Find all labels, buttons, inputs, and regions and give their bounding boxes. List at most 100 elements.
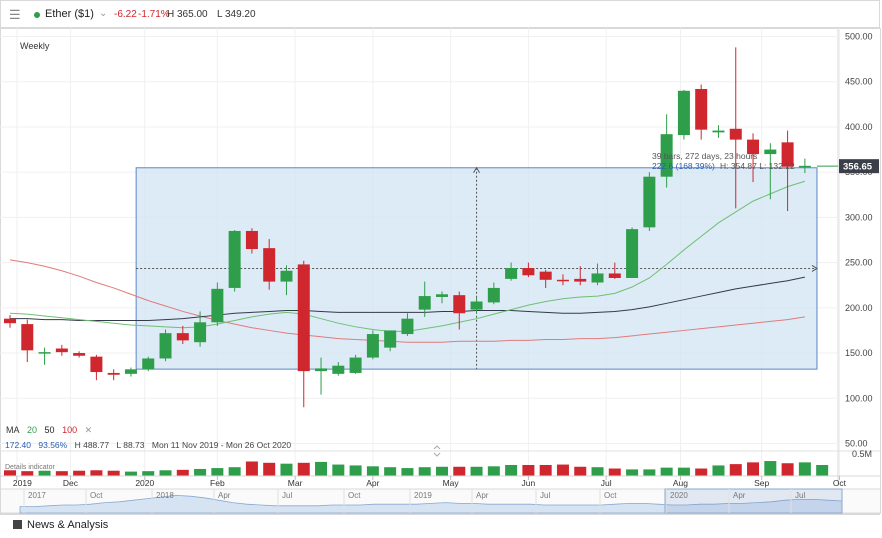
candle-body bbox=[522, 268, 535, 276]
news-label[interactable]: News & Analysis bbox=[27, 519, 109, 531]
overview-tick-label: Apr bbox=[476, 491, 489, 500]
overview-tick-label: Oct bbox=[348, 491, 361, 500]
price-chart[interactable]: 50.00100.00150.00200.00250.00300.00350.0… bbox=[0, 28, 882, 514]
volume-bar bbox=[211, 468, 224, 476]
volume-bar bbox=[107, 470, 120, 476]
volume-bar bbox=[124, 471, 137, 476]
volume-bar bbox=[798, 462, 811, 476]
volume-bar bbox=[245, 461, 258, 476]
chart-header: ☰ Ether ($1) ⌄ -6.22 -1.71% H 365.00 L 3… bbox=[0, 0, 880, 28]
candle-body bbox=[453, 295, 466, 314]
session-low: L 349.20 bbox=[217, 9, 256, 20]
candle-body bbox=[436, 294, 448, 297]
candle-body bbox=[21, 324, 34, 351]
candle-body bbox=[263, 248, 276, 282]
overview-tick-label: 2018 bbox=[156, 491, 174, 500]
overview-tick-label: Apr bbox=[733, 491, 746, 500]
last-price-marker: 356.65 bbox=[816, 159, 879, 174]
candle-body bbox=[591, 273, 604, 283]
overview-navigator[interactable]: 2017 Oct 2018 Apr Jul Oct 2019 Apr Jul Oct 2020 Apr… bbox=[0, 488, 881, 514]
x-tick-label: Mar bbox=[288, 478, 303, 488]
measure-stats: 172.40 93.56% H 488.77 L 88.73 Mon 11 No… bbox=[5, 440, 296, 450]
volume-tick-label: 0.5M bbox=[852, 449, 872, 459]
ma-50-polyline bbox=[10, 276, 805, 321]
x-tick-label: Feb bbox=[210, 478, 225, 488]
instrument-name[interactable]: Ether ($1) bbox=[45, 8, 94, 20]
candle-body bbox=[194, 322, 207, 343]
close-icon[interactable]: ✕ bbox=[84, 425, 93, 435]
chevron-down-icon[interactable]: ⌄ bbox=[99, 8, 108, 19]
candle-body bbox=[366, 334, 379, 358]
volume-bar bbox=[556, 464, 569, 476]
volume-bar bbox=[401, 468, 414, 476]
y-axis: 50.00100.00150.00200.00250.00300.00350.0… bbox=[845, 32, 873, 449]
measure-range: Mon 11 Nov 2019 - Mon 26 Oct 2020 bbox=[151, 440, 292, 450]
y-tick-label: 500.00 bbox=[845, 32, 873, 42]
price-change: -6.22 bbox=[114, 9, 137, 20]
resize-handle-icon bbox=[433, 445, 441, 457]
overview-tick-label: 2017 bbox=[28, 491, 46, 500]
candle-body bbox=[781, 142, 794, 167]
ma-legend-20[interactable]: 20 bbox=[27, 425, 38, 435]
y-tick-label: 400.00 bbox=[845, 122, 873, 132]
candle-body bbox=[764, 149, 777, 155]
overview-tick-label: Jul bbox=[282, 491, 292, 500]
volume-bar bbox=[38, 470, 51, 476]
candle-body bbox=[418, 296, 431, 310]
candle-body bbox=[176, 333, 189, 341]
candle-body bbox=[487, 287, 500, 303]
measure-annotation-hl: H: 354.87 L: 132.22 bbox=[720, 161, 795, 171]
candle-body bbox=[73, 353, 86, 356]
last-price-text: 356.65 bbox=[843, 162, 873, 173]
candles bbox=[4, 47, 811, 408]
candle-body bbox=[315, 368, 328, 372]
volume-bar bbox=[729, 464, 742, 476]
candle-body bbox=[211, 288, 224, 323]
volume-bar bbox=[55, 471, 68, 476]
candle-body bbox=[55, 348, 68, 353]
x-tick-label: 2020 bbox=[135, 478, 154, 488]
candle-body bbox=[695, 88, 708, 130]
ma-legend[interactable]: MA 20 50 100 ✕ bbox=[6, 425, 97, 436]
news-bar[interactable]: News & Analysis bbox=[0, 514, 880, 537]
ma-100-polyline bbox=[9, 259, 805, 343]
volume-bar bbox=[539, 465, 552, 476]
y-tick-label: 450.00 bbox=[845, 77, 873, 87]
candle-body bbox=[574, 278, 587, 282]
volume-bar bbox=[453, 466, 466, 476]
volume-bar bbox=[574, 466, 587, 476]
candle-body bbox=[747, 139, 760, 155]
volume-bar bbox=[505, 465, 518, 476]
candle-body bbox=[332, 365, 345, 374]
news-icon bbox=[13, 520, 22, 529]
volume-bar bbox=[712, 465, 725, 476]
volume-bar bbox=[349, 465, 362, 476]
x-tick-label: Dec bbox=[63, 478, 79, 488]
hamburger-icon[interactable]: ☰ bbox=[9, 7, 21, 22]
measure-annotation-change: 222.6 (168.39%) bbox=[652, 161, 715, 171]
y-tick-label: 200.00 bbox=[845, 303, 873, 313]
candle-body bbox=[712, 130, 725, 133]
ma-legend-100[interactable]: 100 bbox=[62, 425, 78, 435]
measure-pct: 93.56% bbox=[38, 440, 68, 450]
candle-body bbox=[608, 273, 621, 278]
ma-legend-label: MA bbox=[6, 425, 20, 435]
volume-bar bbox=[764, 461, 777, 476]
candle-body bbox=[626, 229, 639, 278]
interval-label[interactable]: Weekly bbox=[20, 41, 50, 51]
y-tick-label: 50.00 bbox=[845, 438, 868, 448]
volume-bar bbox=[626, 469, 639, 476]
measure-price: 172.40 bbox=[5, 440, 31, 450]
candle-body bbox=[280, 270, 293, 282]
volume-bar bbox=[228, 467, 241, 476]
volume-bar bbox=[263, 462, 276, 476]
measure-low: L 88.73 bbox=[116, 440, 145, 450]
ma-legend-50[interactable]: 50 bbox=[44, 425, 55, 435]
measure-annotation-bars: 39 bars, 272 days, 23 hours bbox=[652, 151, 758, 161]
volume-bar bbox=[21, 471, 34, 476]
candle-body bbox=[38, 352, 51, 354]
ma-100-line bbox=[9, 259, 805, 343]
overview-tick-label: Oct bbox=[90, 491, 103, 500]
volume-bar bbox=[332, 464, 345, 476]
volume-bar bbox=[608, 468, 621, 476]
